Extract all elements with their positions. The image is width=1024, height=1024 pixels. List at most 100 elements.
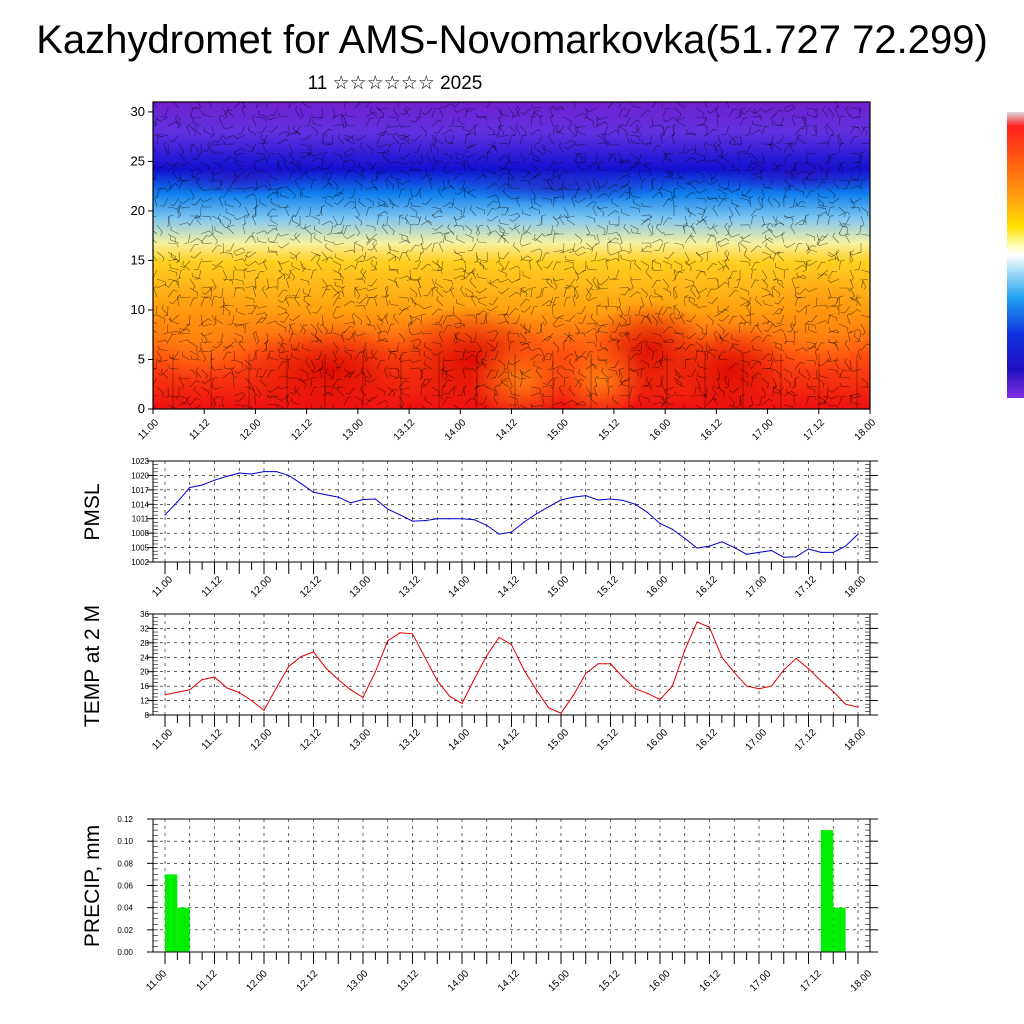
wind-barb xyxy=(794,127,805,136)
wind-barb xyxy=(662,287,672,297)
wind-barb xyxy=(447,134,455,145)
wind-barb xyxy=(260,377,268,388)
wind-barb xyxy=(794,219,806,226)
wind-barb xyxy=(343,160,348,172)
wind-barb xyxy=(563,248,576,253)
wind-barb xyxy=(849,126,859,136)
wind-barb xyxy=(761,386,767,399)
wind-barb xyxy=(497,172,508,181)
wind-barb xyxy=(258,368,268,378)
wind-barb xyxy=(318,359,324,371)
wind-barb xyxy=(442,278,453,285)
wind-barb xyxy=(673,260,683,270)
wind-barb xyxy=(244,206,250,219)
wind-barb xyxy=(519,287,526,298)
x-tick-label: 17.00 xyxy=(750,417,776,443)
data-point xyxy=(263,709,265,711)
wind-barb xyxy=(398,351,408,361)
wind-barb xyxy=(849,107,861,113)
wind-barb xyxy=(735,204,741,217)
wind-barb xyxy=(838,161,846,172)
wind-barb xyxy=(453,332,461,343)
wind-barb xyxy=(508,278,521,284)
wind-barb xyxy=(365,397,376,406)
wind-barbs xyxy=(153,102,870,409)
wind-barb xyxy=(442,202,455,208)
wind-barb xyxy=(807,341,818,350)
wind-barb xyxy=(620,287,631,296)
wind-barb xyxy=(508,134,516,145)
wind-barb xyxy=(218,114,224,127)
wind-barb xyxy=(372,170,378,182)
wind-barb xyxy=(834,339,840,352)
wind-barb xyxy=(717,281,729,289)
wind-barb xyxy=(436,259,444,271)
wind-barb xyxy=(420,313,426,325)
wind-barb xyxy=(436,286,444,298)
grid xyxy=(153,460,870,563)
wind-barb xyxy=(314,234,323,244)
wind-barb xyxy=(291,352,301,361)
wind-barb xyxy=(596,322,609,327)
wind-barb xyxy=(741,191,752,199)
wind-barb xyxy=(438,240,444,253)
wind-barb xyxy=(486,386,496,396)
wind-barb xyxy=(423,342,433,352)
wind-barb xyxy=(288,216,297,226)
wind-barb xyxy=(310,125,318,136)
wind-barb xyxy=(316,322,323,334)
wind-barb xyxy=(816,320,829,325)
data-point xyxy=(857,533,859,535)
wind-barb xyxy=(631,332,642,341)
wind-barb xyxy=(244,186,257,191)
wind-barb xyxy=(794,296,802,307)
wind-barb xyxy=(223,364,235,370)
wind-barb xyxy=(343,225,351,235)
wind-barb xyxy=(288,377,300,382)
wind-barb xyxy=(445,137,455,145)
wind-barb xyxy=(255,386,262,398)
wind-barb xyxy=(596,205,609,210)
wind-barb xyxy=(244,193,257,199)
wind-barb xyxy=(464,233,474,242)
wind-barb xyxy=(244,251,252,262)
wind-barb xyxy=(321,128,333,136)
wind-barb xyxy=(332,278,344,284)
wind-barb xyxy=(706,195,719,200)
wind-barb xyxy=(673,287,678,300)
wind-barb xyxy=(167,183,179,190)
wind-barb xyxy=(214,226,224,235)
x-tick-label: 17.12 xyxy=(798,968,824,994)
wind-barb xyxy=(332,241,345,246)
data-point xyxy=(424,520,426,522)
wind-barb xyxy=(259,198,268,208)
wind-barb xyxy=(477,273,488,280)
wind-barb xyxy=(409,314,422,319)
wind-barb xyxy=(585,323,597,328)
wind-barb xyxy=(190,170,202,178)
wind-barb xyxy=(855,295,862,307)
wind-barb xyxy=(651,102,657,109)
wind-barb xyxy=(415,107,422,118)
wind-barb xyxy=(156,224,163,236)
wind-barb xyxy=(659,132,664,145)
wind-barb xyxy=(189,217,199,226)
data-point xyxy=(609,663,612,665)
wind-barb xyxy=(168,364,180,370)
wind-barb xyxy=(267,386,279,393)
wind-barb xyxy=(597,355,609,361)
wind-barb xyxy=(695,404,703,409)
wind-barb xyxy=(277,269,286,280)
wind-barb xyxy=(574,287,579,300)
y-tick-label: 20 xyxy=(140,668,149,677)
wind-barb xyxy=(530,403,543,408)
wind-barb xyxy=(662,386,675,391)
wind-barb xyxy=(277,161,282,174)
wind-barb xyxy=(189,404,202,409)
wind-barb xyxy=(729,386,741,393)
wind-barb xyxy=(189,188,195,201)
wind-barb xyxy=(568,124,576,136)
wind-barb xyxy=(805,170,818,175)
wind-barb xyxy=(640,367,646,379)
